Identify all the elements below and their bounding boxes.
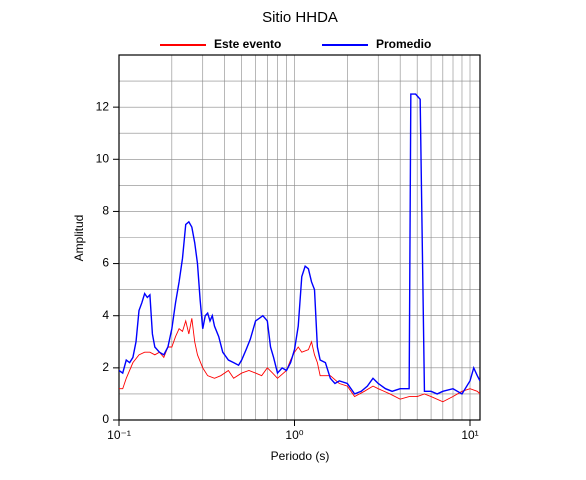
legend-label: Este evento — [214, 37, 281, 51]
plot-frame — [118, 54, 481, 421]
x-axis-label: Periodo (s) — [271, 449, 330, 463]
x-tick-label: 10⁻¹ — [107, 428, 131, 442]
y-axis-label: Amplitud — [72, 215, 86, 262]
y-tick-label: 12 — [96, 99, 110, 113]
y-tick-label: 6 — [102, 256, 109, 270]
y-tick-label: 10 — [96, 151, 110, 165]
x-tick-label: 10¹ — [461, 428, 478, 442]
y-tick-label: 8 — [102, 204, 109, 218]
series-line — [119, 93, 480, 395]
series-line — [119, 318, 480, 403]
legend-label: Promedio — [376, 37, 431, 51]
y-tick-label: 0 — [102, 412, 109, 426]
y-tick-label: 4 — [102, 308, 109, 322]
x-tick-label: 10⁰ — [285, 428, 303, 442]
chart-title: Sitio HHDA — [262, 9, 338, 26]
y-tick-label: 2 — [102, 360, 109, 374]
